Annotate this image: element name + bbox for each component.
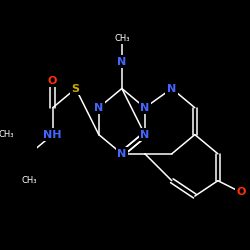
Text: S: S xyxy=(72,84,80,94)
Text: NH: NH xyxy=(44,130,62,140)
Text: N: N xyxy=(117,56,127,66)
Text: CH₃: CH₃ xyxy=(114,34,130,43)
Text: CH₃: CH₃ xyxy=(22,176,38,185)
Text: N: N xyxy=(167,84,176,94)
Text: N: N xyxy=(94,103,104,113)
Text: O: O xyxy=(236,187,246,197)
Text: O: O xyxy=(48,76,57,86)
Text: N: N xyxy=(140,130,149,140)
Text: CH₃: CH₃ xyxy=(0,130,14,139)
Text: N: N xyxy=(117,149,127,159)
Text: N: N xyxy=(140,103,149,113)
